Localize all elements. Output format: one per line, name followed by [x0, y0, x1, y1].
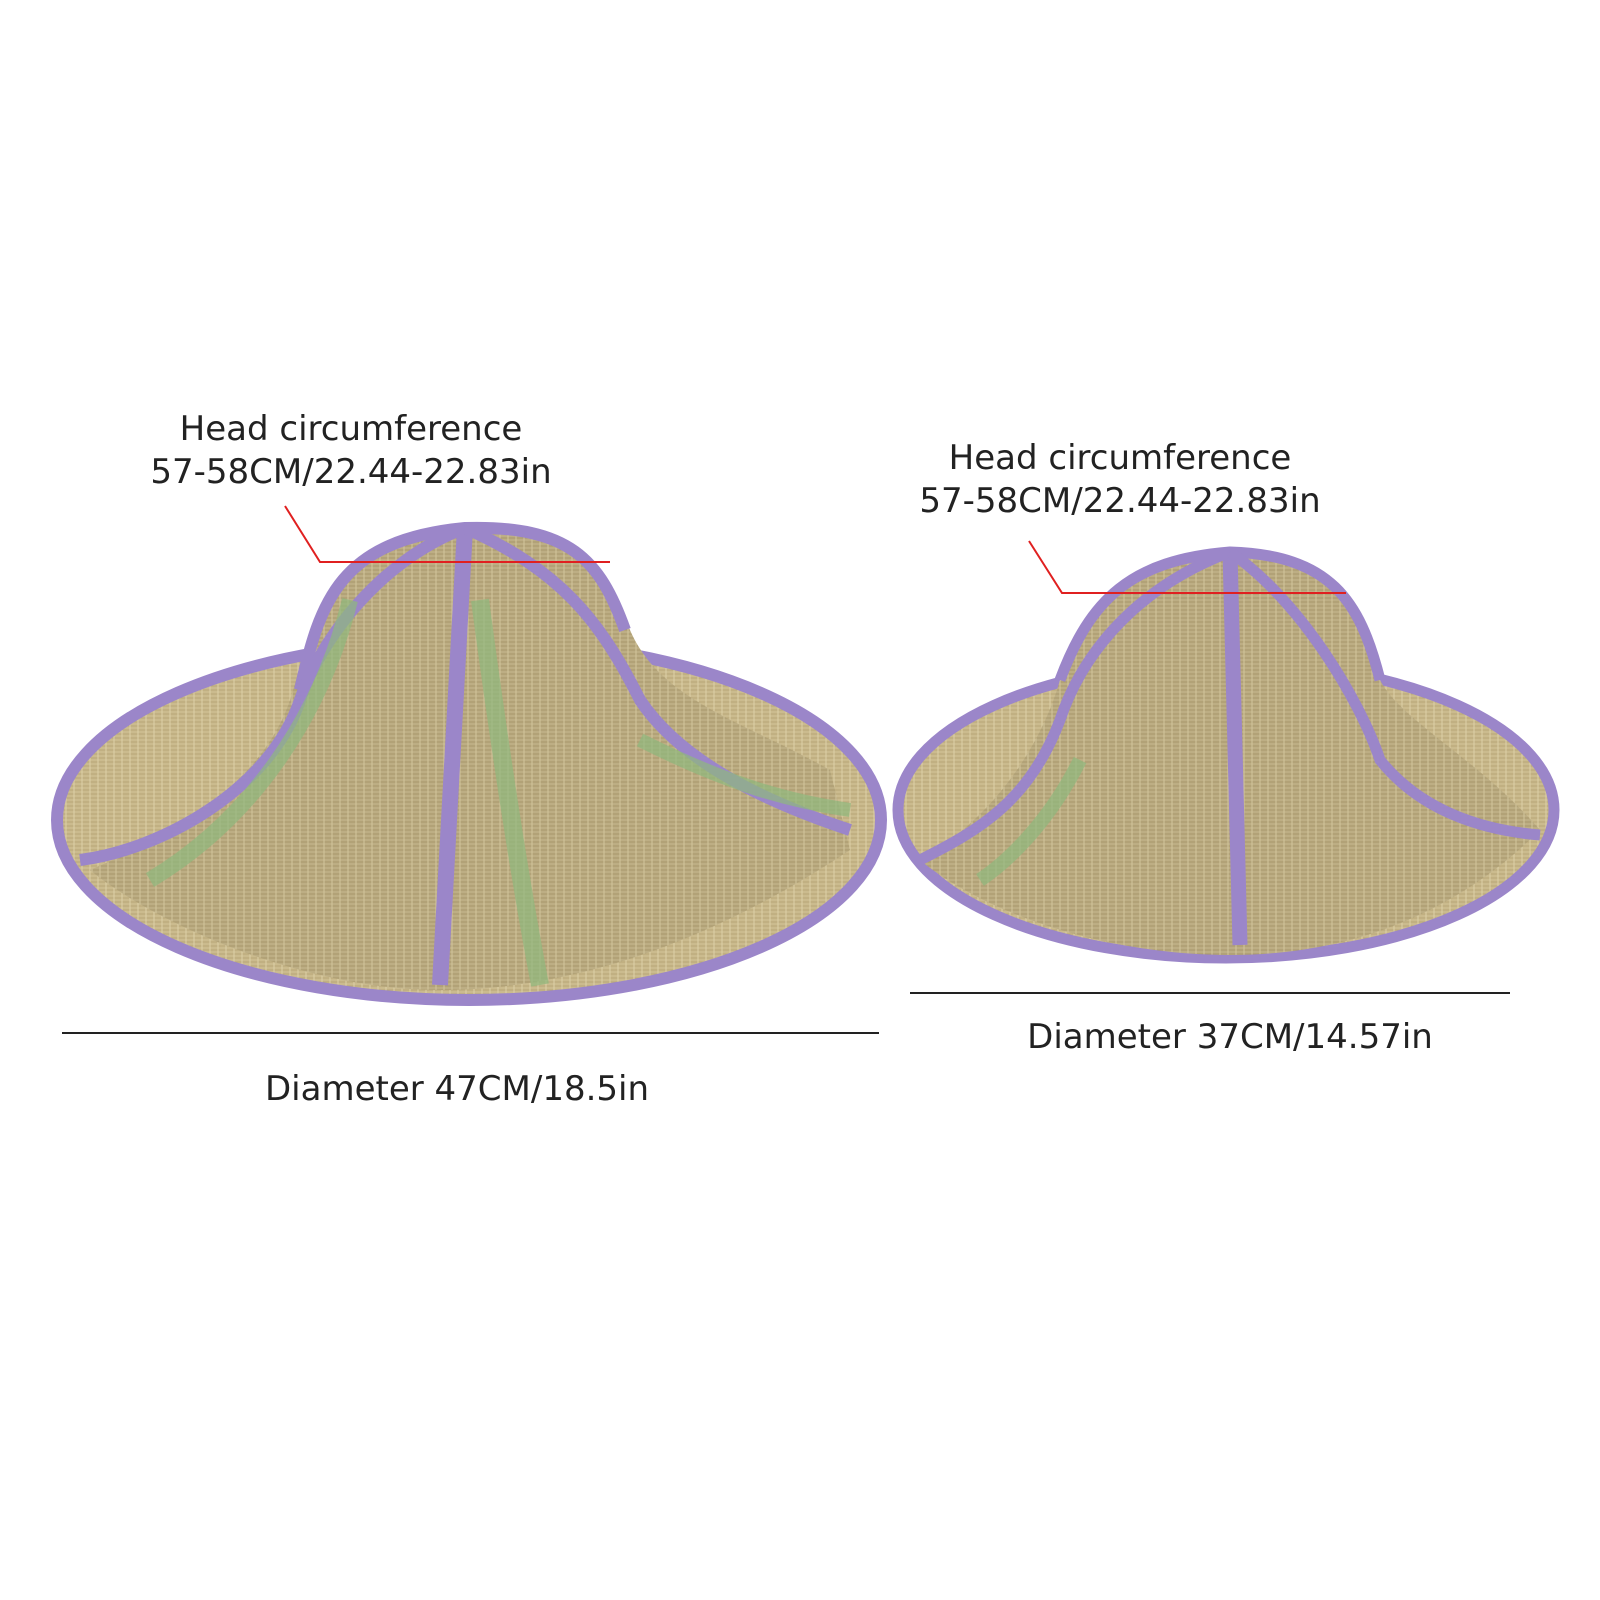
right-hat	[892, 546, 1560, 964]
left-head-pointer-line	[284, 505, 610, 563]
left-hat	[51, 521, 887, 1006]
left-head-circumference-label: Head circumference 57-58CM/22.44-22.83in	[150, 408, 551, 494]
right-head-label: Head circumference	[948, 438, 1292, 478]
left-head-label: Head circumference	[179, 409, 523, 449]
right-diameter-label: Diameter 37CM/14.57in	[1027, 1017, 1433, 1057]
left-head-value: 57-58CM/22.44-22.83in	[150, 452, 552, 492]
right-head-circumference-label: Head circumference 57-58CM/22.44-22.83in	[919, 437, 1320, 523]
right-head-value: 57-58CM/22.44-22.83in	[919, 481, 1321, 521]
left-hat-crown	[90, 527, 850, 990]
right-head-pointer-line	[1028, 540, 1346, 594]
left-diameter-label: Diameter 47CM/18.5in	[264, 1069, 650, 1109]
